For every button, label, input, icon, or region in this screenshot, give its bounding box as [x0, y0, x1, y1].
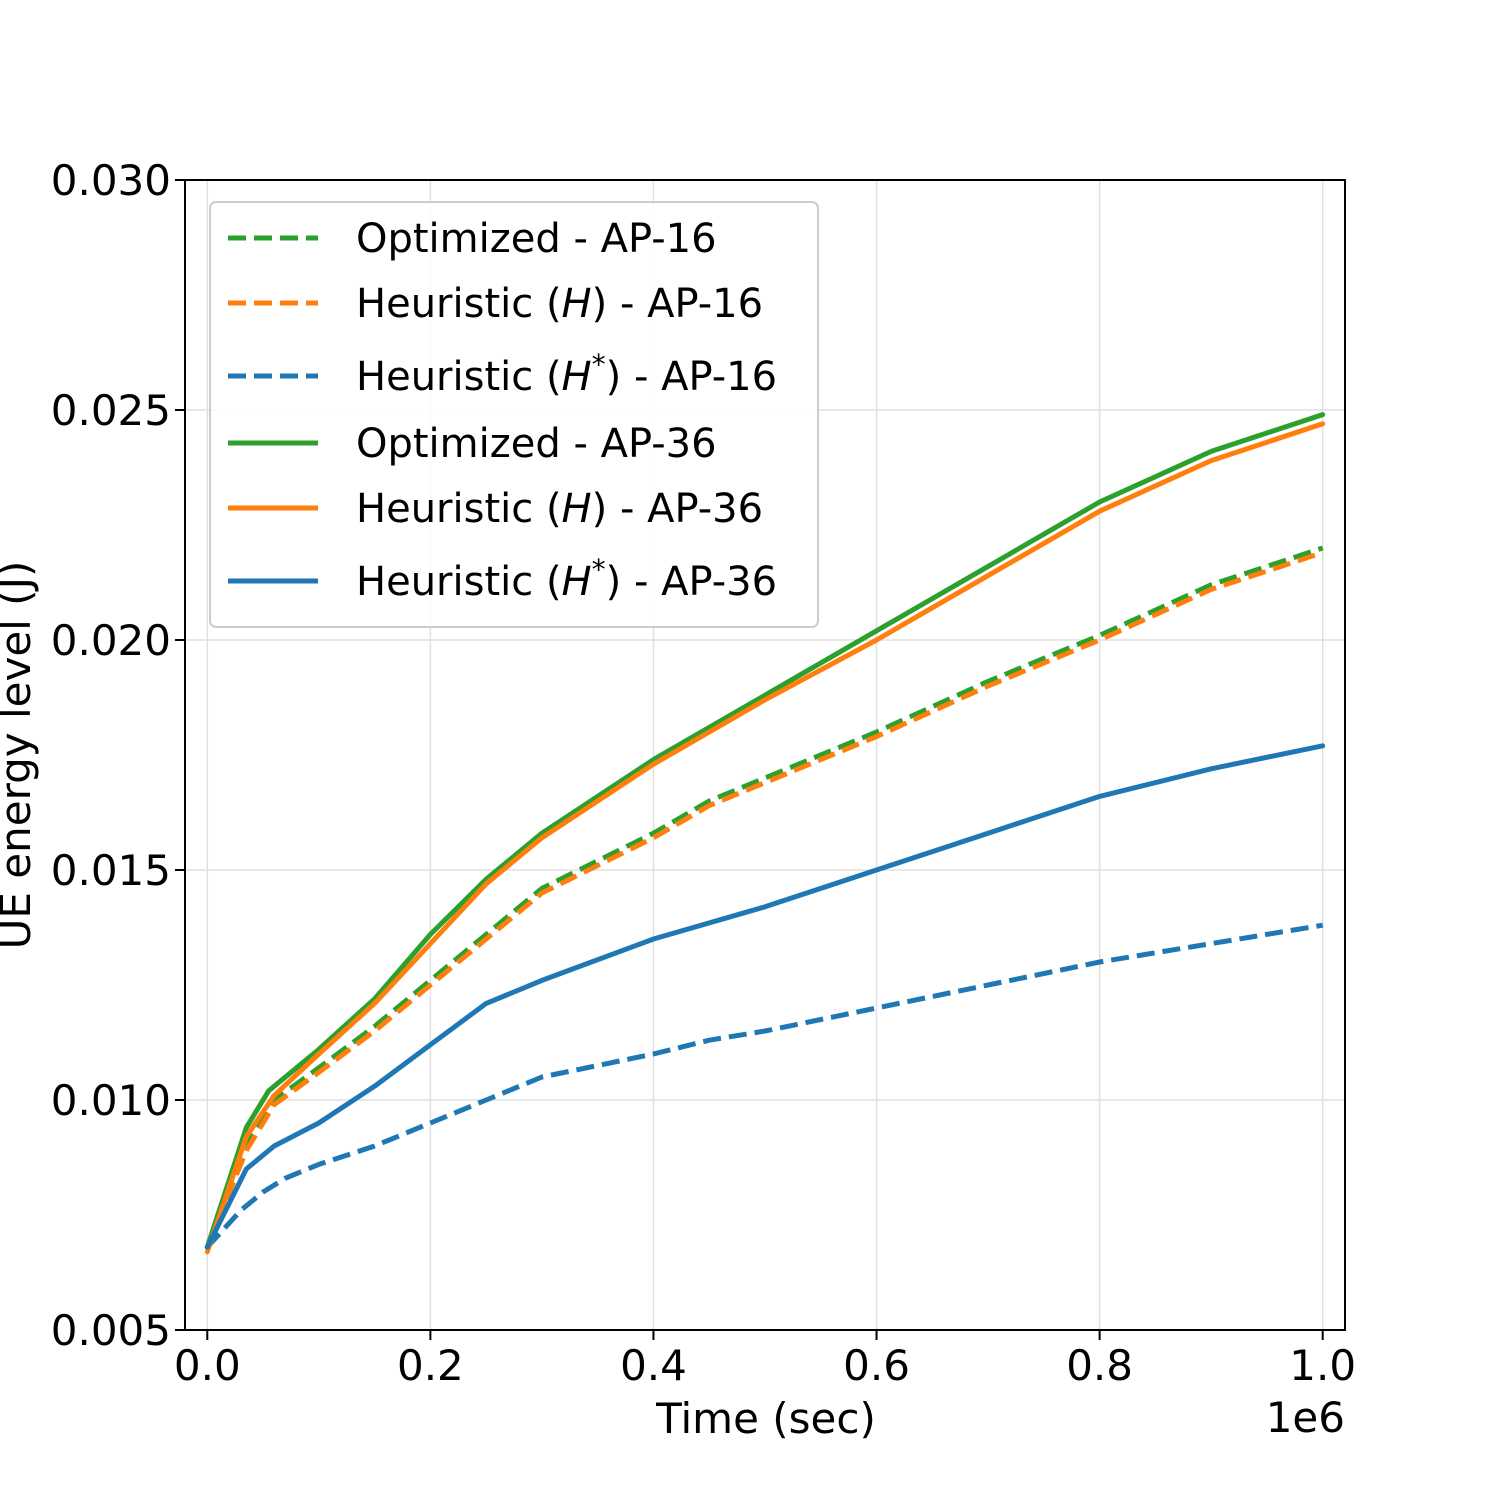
legend-label: Heuristic (H) - AP-16 [356, 281, 763, 327]
series-line-optimized-ap-16 [204, 545, 1324, 1249]
y-tick-label: 0.025 [51, 386, 171, 435]
plot-frame [184, 179, 1346, 1331]
y-tick-label: 0.005 [51, 1306, 171, 1355]
legend-box [209, 201, 819, 628]
legend-label: Heuristic (H*) - AP-36 [356, 553, 777, 605]
series-line-heuristic-h-ap-16 [205, 922, 1324, 1249]
legend-label: Heuristic (H*) - AP-16 [356, 348, 777, 400]
y-tick-label: 0.010 [51, 1076, 171, 1125]
x-offset-label: 1e6 [1266, 1393, 1345, 1442]
series-line-optimized-ap-36 [204, 412, 1326, 1250]
y-tick-label: 0.030 [51, 156, 171, 205]
series-line-heuristic-h-ap-36 [204, 421, 1326, 1255]
y-tick-label: 0.015 [51, 846, 171, 895]
x-tick-label: 0.8 [1066, 1341, 1133, 1390]
legend-label: Heuristic (H) - AP-36 [356, 486, 763, 532]
legend-item: Heuristic (H*) - AP-16 [228, 348, 777, 400]
y-tick-label: 0.020 [51, 616, 171, 665]
series-line-heuristic-h-ap-16 [204, 550, 1324, 1249]
axis-ticks: 0.0 0.2 0.4 0.6 0.8 1.0 0.005 0.010 0.015 0.020 0.… [51, 156, 1356, 1390]
x-tick-label: 0.2 [397, 1341, 464, 1390]
x-tick-label: 1.0 [1289, 1341, 1356, 1390]
series-lines [204, 412, 1326, 1255]
legend: Optimized - AP-16 Heuristic (H) - AP-16 He… [209, 201, 819, 628]
series-line-heuristic-h-ap-36 [204, 743, 1326, 1250]
x-tick-label: 0.6 [843, 1341, 910, 1390]
y-axis-label: UE energy level (J) [0, 561, 40, 950]
legend-item: Optimized - AP-16 [228, 216, 717, 262]
legend-item: Optimized - AP-36 [228, 421, 717, 467]
x-tick-label: 0.4 [620, 1341, 687, 1390]
legend-label: Optimized - AP-36 [356, 421, 717, 467]
x-axis-label: Time (sec) [655, 1394, 876, 1443]
legend-label: Optimized - AP-16 [356, 216, 717, 262]
x-tick-label: 0.0 [174, 1341, 241, 1390]
legend-item: Heuristic (H) - AP-36 [228, 486, 763, 532]
legend-item: Heuristic (H) - AP-16 [228, 281, 763, 327]
legend-item: Heuristic (H*) - AP-36 [228, 553, 777, 605]
